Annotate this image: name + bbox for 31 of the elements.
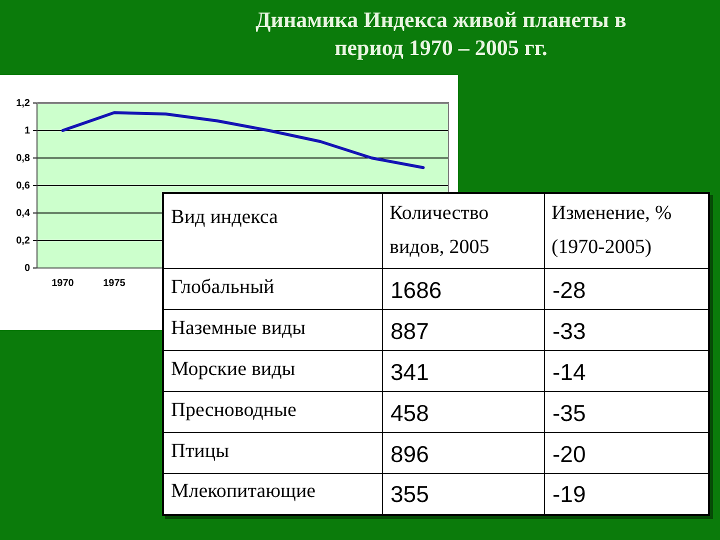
series-label: Количество видов, 2005 (382, 193, 544, 268)
chart-title: Динамика Индекса живой планеты в период 1970 – 2005 гг. (254, 6, 628, 62)
data-label: -28 (544, 268, 709, 310)
category-label: Морские виды (163, 350, 382, 392)
text: Вид индекса (163, 193, 382, 268)
data-label: -14 (544, 350, 709, 392)
data-label: 887 (382, 310, 544, 350)
y-tick-label: 0,6 (16, 180, 30, 192)
y-tick-label: 0 (24, 262, 30, 274)
category-label: Млекопитающие (163, 474, 382, 514)
x-tick-label: 1970 (52, 278, 74, 289)
data-label: 896 (382, 432, 544, 474)
category-label: Наземные виды (163, 310, 382, 350)
category-label: Пресноводные (163, 392, 382, 432)
data-label: -20 (544, 432, 709, 474)
data-label: 458 (382, 392, 544, 432)
data-label: 1686 (382, 268, 544, 310)
data-label: 341 (382, 350, 544, 392)
y-tick-label: 1,2 (16, 98, 30, 109)
data-label: -33 (544, 310, 709, 350)
data-label: 355 (382, 474, 544, 514)
data-label: -19 (544, 474, 709, 514)
data-label: -35 (544, 392, 709, 432)
y-tick-label: 1 (24, 125, 30, 136)
x-tick-label: 1975 (103, 278, 126, 289)
category-label: Глобальный (163, 268, 382, 310)
y-tick-label: 0,8 (16, 152, 30, 164)
y-tick-label: 0,4 (16, 208, 30, 219)
legend-label: Изменение, % (1970-2005) (544, 193, 709, 268)
category-label: Птицы (163, 432, 382, 474)
y-tick-label: 0,2 (16, 235, 30, 246)
